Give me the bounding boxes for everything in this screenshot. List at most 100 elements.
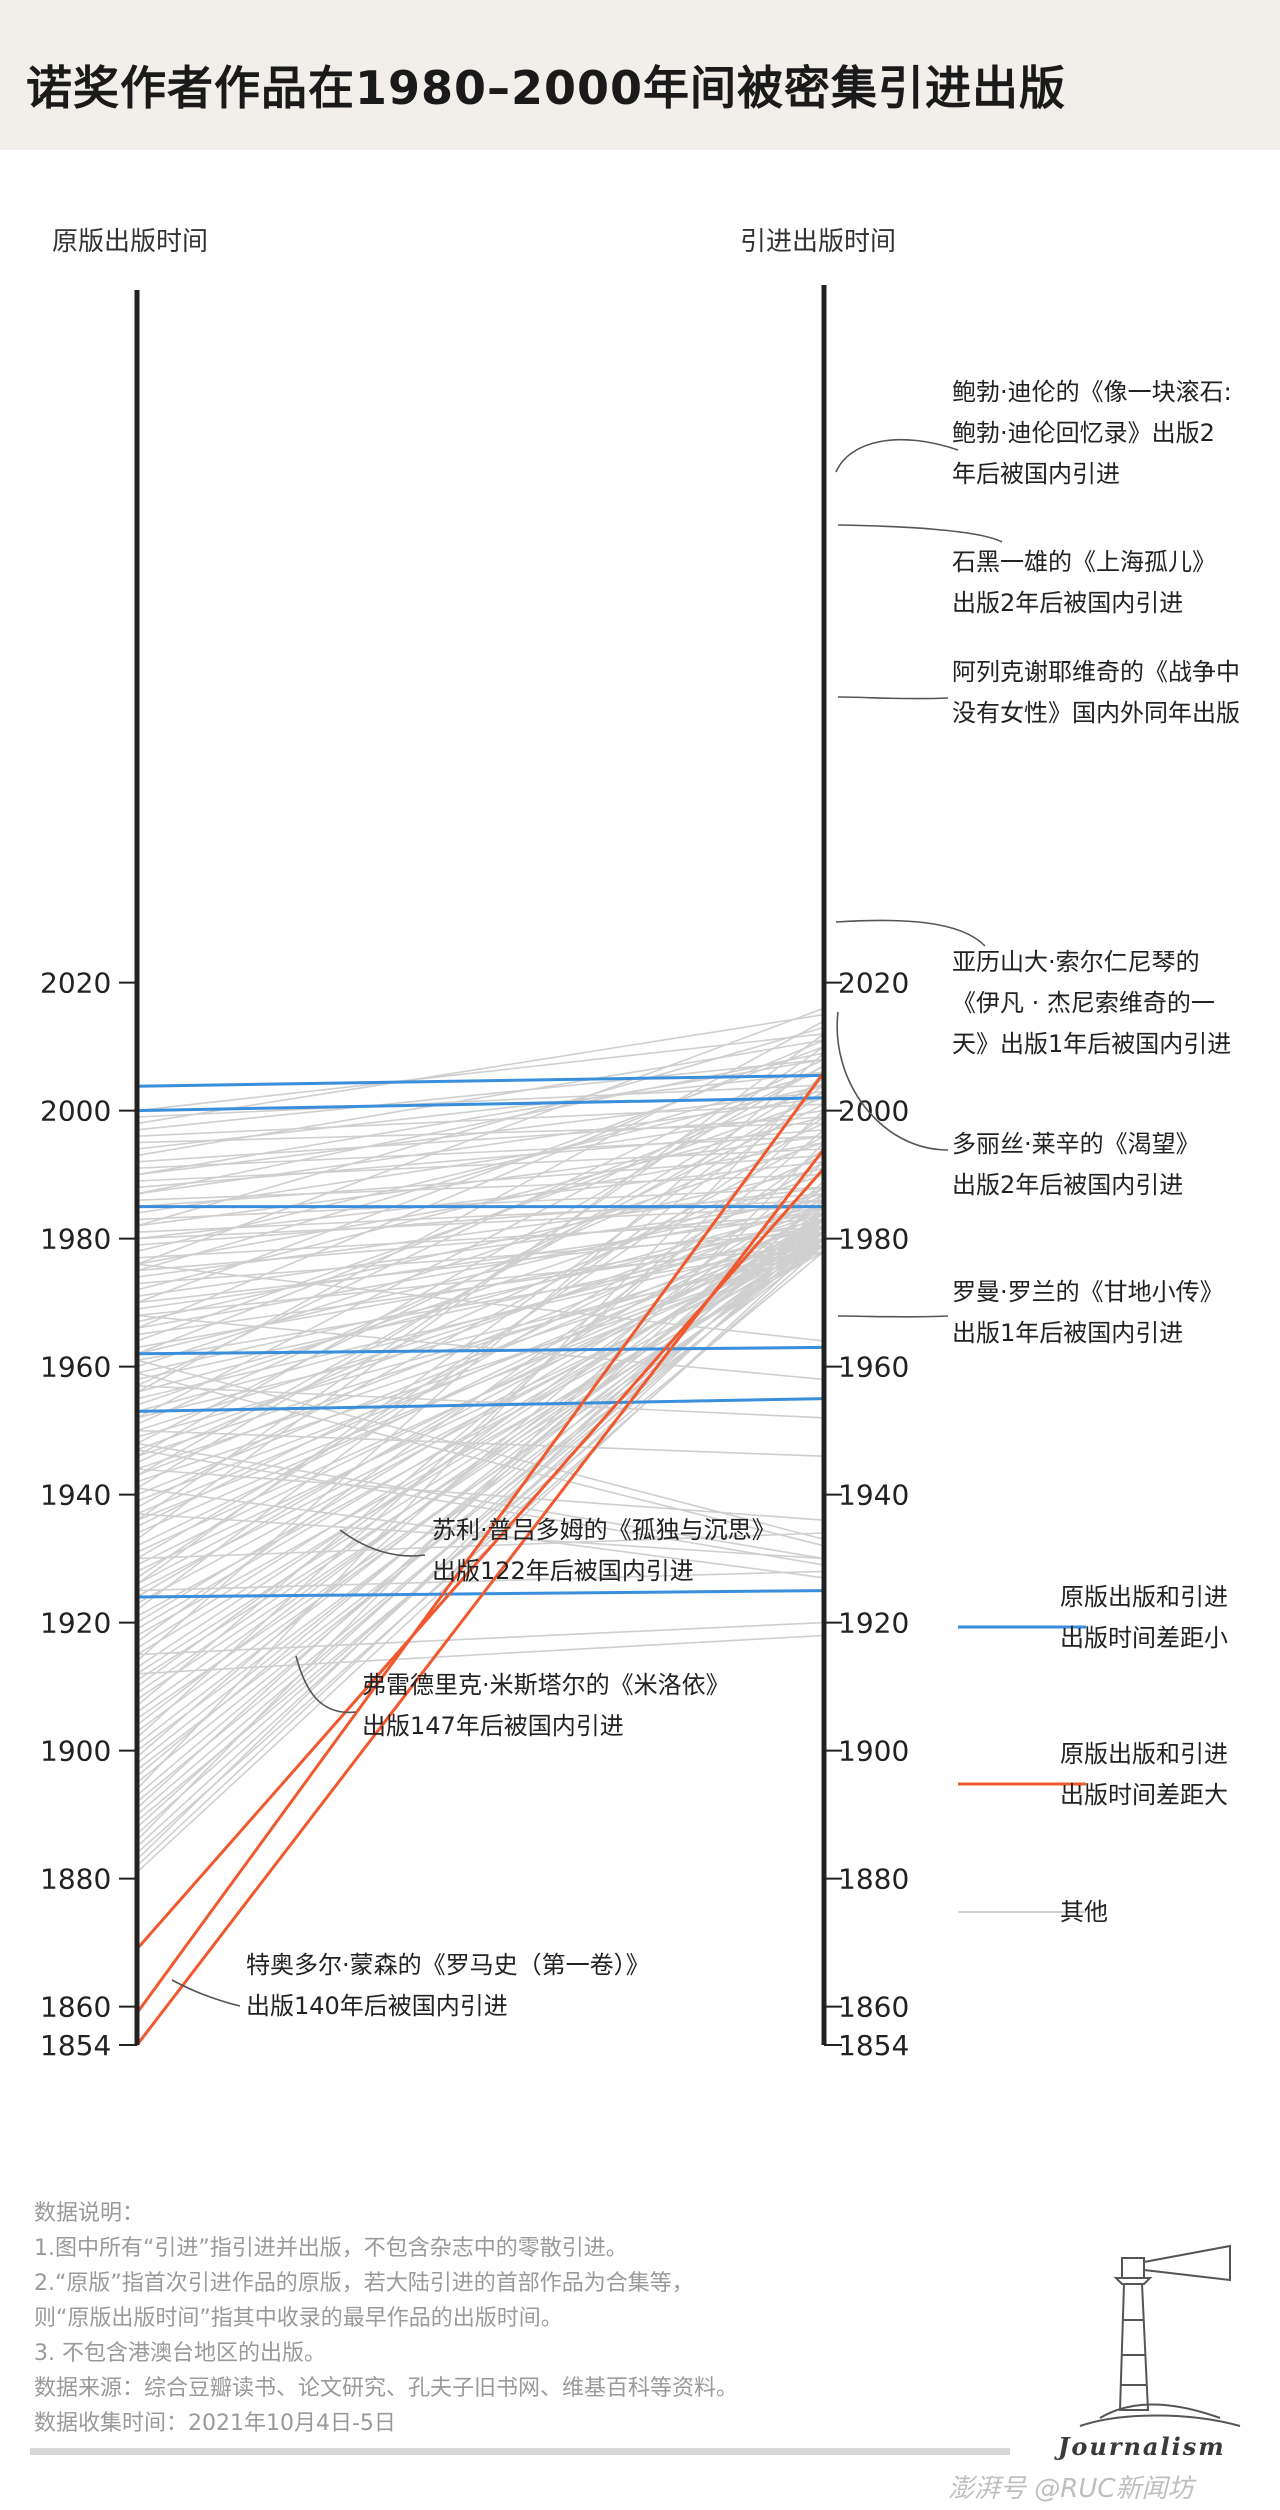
annotation: 多丽丝·莱辛的《渴望》出版2年后被国内引进 (836, 1011, 1200, 1199)
legend-label: 出版时间差距小 (1060, 1624, 1228, 1652)
legend-label: 出版时间差距大 (1060, 1781, 1228, 1809)
annotation-text: 出版122年后被国内引进 (432, 1557, 694, 1585)
lighthouse-icon (1079, 2244, 1241, 2427)
legend-label: 原版出版和引进 (1060, 1583, 1228, 1611)
other-series-line (136, 1039, 825, 1329)
other-series-line (136, 1231, 825, 1285)
other-series-line (136, 1045, 825, 1304)
other-series-line (136, 1359, 825, 1541)
annotation-arrow (171, 1979, 241, 2007)
other-series-line (136, 1314, 825, 1381)
other-series-line (136, 1205, 825, 1624)
right-tick-label: 1980 (838, 1223, 909, 1256)
annotation-arrow (836, 1011, 949, 1151)
annotation: 鲍勃·迪伦的《像一块滚石: 鲍勃·迪伦回忆录》出版2 年后被国内引进 (835, 378, 1232, 488)
notes-line: 1.图中所有“引进”指引进并出版，不包含杂志中的零散引进。 (34, 2236, 628, 2261)
other-series-line (136, 1033, 825, 1541)
other-series-line (136, 1385, 825, 1419)
footer-divider (30, 2448, 1010, 2455)
other-series-line (136, 1033, 825, 1112)
left-tick-label: 1920 (40, 1607, 111, 1640)
annotation-text: 没有女性》国内外同年出版 (952, 699, 1240, 727)
small_gap-series-line (136, 1073, 825, 1088)
right-tick-label: 2000 (838, 1095, 909, 1128)
left-tick-label: 1960 (40, 1351, 111, 1384)
logo-text: Journalism (1058, 2432, 1226, 2461)
other-series-line (136, 1109, 825, 1214)
other-series-line (136, 1129, 825, 1707)
other-series-line (136, 1218, 825, 1374)
annotation: 苏利·普吕多姆的《孤独与沉思》出版122年后被国内引进 (339, 1516, 776, 1585)
other-series-line (136, 1532, 825, 1560)
other-series-line (136, 1110, 825, 1739)
other-series-line (136, 1621, 825, 1656)
legend-item: 其他 (958, 1898, 1108, 1926)
annotation-arrow (295, 1655, 357, 1714)
other-series-line (136, 1449, 825, 1566)
right-axis-label: 引进出版时间 (740, 227, 896, 257)
other-series-line (136, 1173, 825, 1406)
right-tick-label: 1900 (838, 1735, 909, 1768)
annotation-text: 《伊凡 · 杰尼索维奇的一 (952, 989, 1215, 1017)
left-axis-label: 原版出版时间 (52, 227, 208, 257)
other-series-line (136, 1052, 825, 1662)
large_gap-series-line (135, 1071, 826, 2014)
left-tick-label: 1854 (40, 2029, 111, 2062)
other-series-line (136, 1225, 825, 1630)
slope-chart: 原版出版时间 引进出版时间 2020 2020 2000 2000 1980 1980 1960… (40, 227, 1240, 2062)
annotation-text: 特奥多尔·蒙森的《罗马史（第一卷）》 (246, 1951, 650, 1979)
other-series-line (136, 1442, 825, 1560)
other-series-line (136, 1058, 825, 1131)
other-series-line (136, 1013, 825, 1125)
annotation-text: 弗雷德里克·米斯塔尔的《米洛依》 (362, 1671, 730, 1699)
right-tick-label: 1860 (838, 1991, 909, 2024)
page-title: 诺奖作者作品在1980–2000年间被密集引进出版 (26, 61, 1067, 115)
other-series-line (136, 1186, 825, 1278)
other-series-line (136, 1238, 825, 1873)
small_gap-series-line (136, 1397, 825, 1413)
annotation-arrow (837, 524, 1003, 543)
other-series-line (136, 1244, 825, 1854)
other-series-line (136, 1218, 825, 1649)
other-series-line (136, 1161, 825, 1560)
annotations-group: 鲍勃·迪伦的《像一块滚石: 鲍勃·迪伦回忆录》出版2 年后被国内引进石黑一雄的《上海… (171, 378, 1240, 2020)
annotation-text: 多丽丝·莱辛的《渴望》 (952, 1130, 1200, 1158)
other-series-line (136, 1231, 825, 1733)
other-series-line (136, 1065, 825, 1419)
left-tick-label: 1860 (40, 1991, 111, 2024)
other-series-line (136, 1205, 825, 1477)
left-tick-label: 1980 (40, 1223, 111, 1256)
other-series-line (136, 1570, 825, 1592)
left-tick-label: 2020 (40, 967, 111, 1000)
annotation-text: 阿列克谢耶维奇的《战争中 (952, 658, 1240, 686)
data-notes: 数据说明： 1.图中所有“引进”指引进并出版，不包含杂志中的零散引进。 2.“原… (34, 2196, 738, 2441)
other-series-line (136, 1007, 825, 1265)
other-series-line (136, 1205, 825, 1393)
annotation-text: 亚历山大·索尔仁尼琴的 (952, 948, 1200, 976)
left-tick-label: 1900 (40, 1735, 111, 1768)
annotation-arrow (837, 1315, 949, 1318)
other-series-line (136, 1084, 825, 1253)
annotation-arrow (339, 1529, 426, 1557)
notes-line: 则“原版出版时间”指其中收录的最早作品的出版时间。 (34, 2306, 563, 2331)
watermark: 澎湃号 @RUC新闻坊 (948, 2474, 1194, 2504)
other-series-line (136, 1071, 825, 1790)
annotation: 石黑一雄的《上海孤儿》出版2年后被国内引进 (837, 524, 1216, 617)
other-series-line (136, 1058, 825, 1387)
journalism-logo: Journalism (1040, 2240, 1270, 2510)
annotation-text: 年后被国内引进 (952, 460, 1120, 488)
notes-line: 数据来源：综合豆瓣读书、论文研究、孔夫子旧书网、维基百科等资料。 (34, 2376, 739, 2401)
right-tick-label: 1960 (838, 1351, 909, 1384)
notes-line: 数据说明： (34, 2201, 145, 2226)
other-series-line (136, 1231, 825, 1457)
other-series-line (136, 1225, 825, 1304)
annotation-arrow (835, 919, 986, 947)
notes-line: 3. 不包含港澳台地区的出版。 (34, 2341, 326, 2366)
left-tick-label: 1880 (40, 1863, 111, 1896)
other-series-line (136, 1135, 825, 1227)
other-series-line (136, 1212, 825, 1547)
small_gap-series-line (136, 1589, 825, 1599)
